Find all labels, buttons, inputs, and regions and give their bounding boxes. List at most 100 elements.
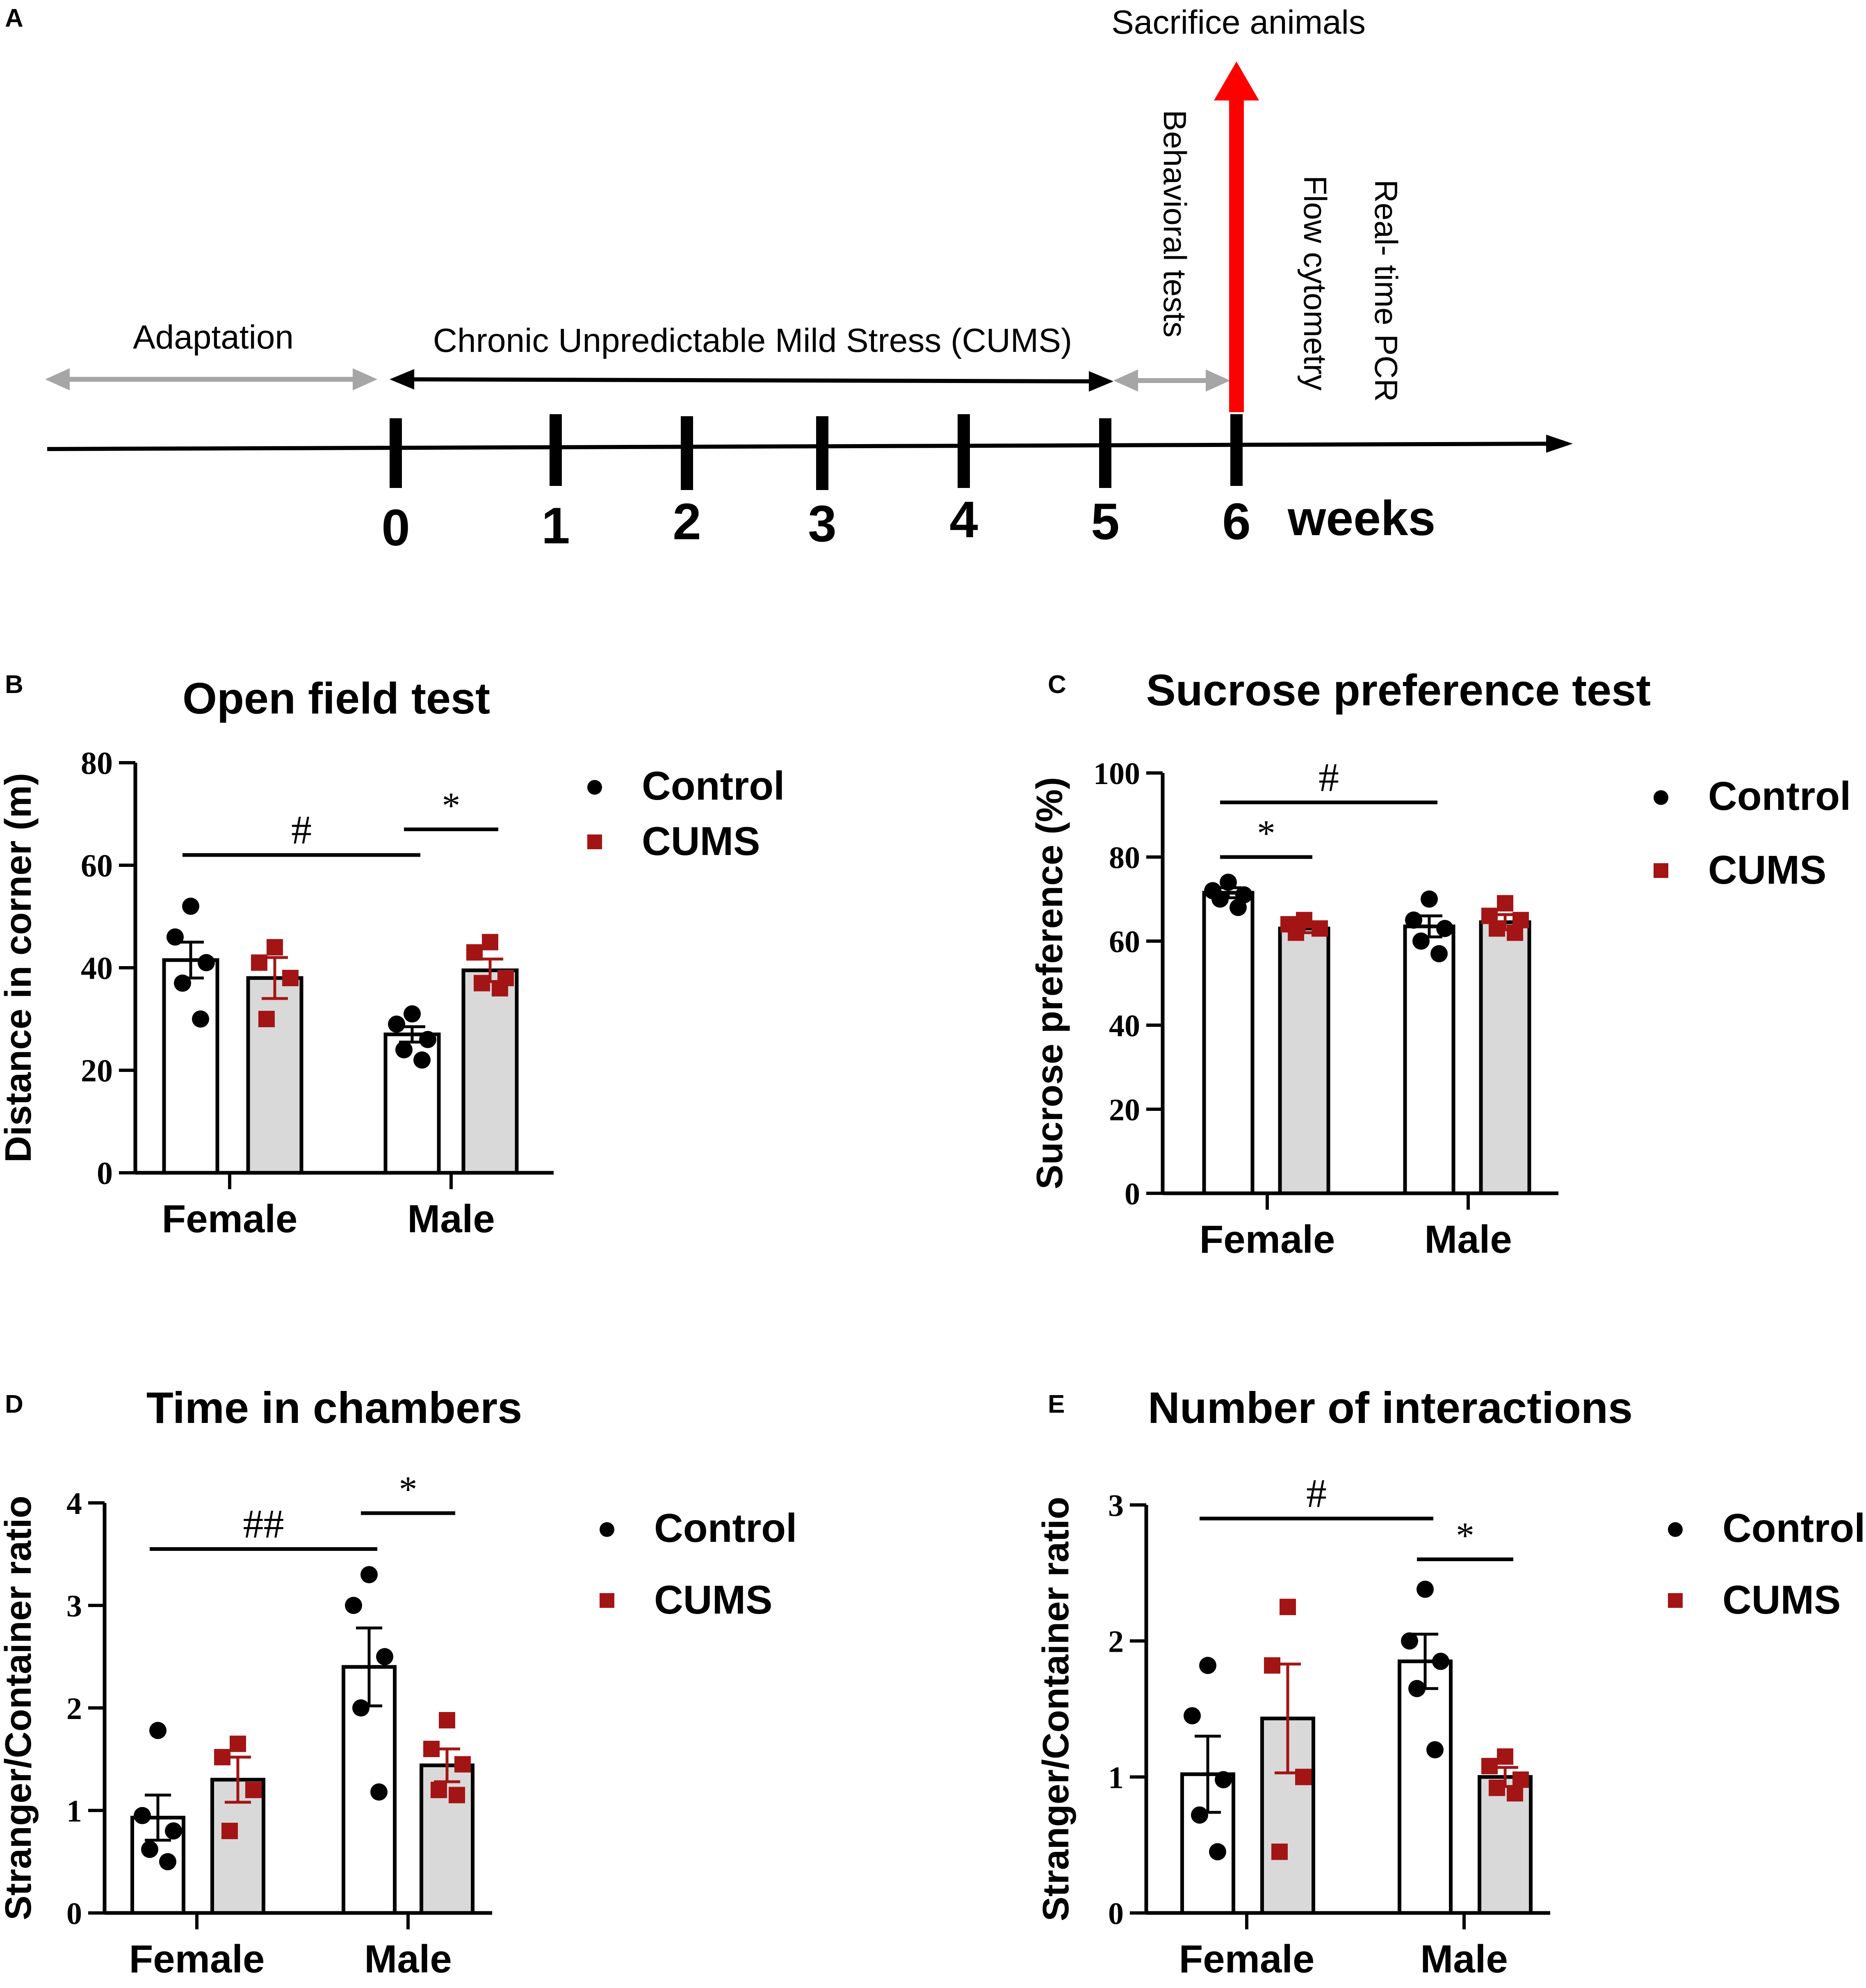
data-point-control — [174, 974, 191, 992]
data-point-control — [1215, 1771, 1232, 1788]
x-tick-label: Female — [1179, 1937, 1315, 1981]
y-tick-label: 0 — [1108, 1897, 1124, 1931]
data-point-control — [141, 1841, 158, 1858]
data-point-control — [370, 1783, 388, 1801]
x-tick-label: Male — [407, 1197, 495, 1241]
cums-period-label: Chronic Unpredictable Mild Stress (CUMS) — [433, 322, 1072, 359]
week-label-4: 4 — [949, 491, 978, 548]
chart-title-e: Number of interactions — [1148, 1383, 1633, 1432]
legend-marker-control — [1668, 1522, 1683, 1537]
week-tick-3 — [816, 416, 828, 490]
panel-a-timeline: A 0 1 2 3 4 5 6 weeks Adaptatio — [5, 4, 1573, 556]
data-point-control — [1432, 1653, 1449, 1670]
significance-label: * — [442, 786, 461, 826]
legend-marker-cums — [1654, 863, 1668, 878]
data-point-cums — [267, 939, 283, 955]
data-point-cums — [221, 1823, 238, 1839]
data-point-control — [413, 1051, 431, 1069]
data-point-cums — [230, 1735, 246, 1752]
week-tick-2 — [681, 416, 693, 490]
data-point-control — [149, 1722, 167, 1739]
weeks-unit-label: weeks — [1287, 491, 1435, 546]
week-label-3: 3 — [808, 495, 837, 552]
significance-label: * — [399, 1469, 417, 1510]
flow-cytometry-label: Flow cytometry — [1297, 176, 1333, 390]
data-point-control — [1401, 1632, 1418, 1650]
y-tick-label: 60 — [1109, 925, 1140, 959]
y-tick-label: 2 — [1108, 1625, 1124, 1659]
data-point-control — [1230, 899, 1247, 916]
data-point-control — [1220, 873, 1237, 891]
data-point-control — [1421, 890, 1438, 908]
panel-letter-b: B — [5, 670, 23, 699]
data-point-control — [1211, 890, 1229, 908]
data-point-control — [376, 1648, 393, 1665]
data-point-cums — [1507, 1785, 1523, 1802]
panel-letter-a: A — [5, 4, 23, 32]
panel-letter-e: E — [1048, 1390, 1065, 1418]
plot-d: 0 1 2 3 4 Female Male Stranger/Container ratio #… — [0, 1469, 797, 1981]
data-point-cums — [1271, 1843, 1288, 1860]
data-point-control — [388, 1015, 405, 1033]
data-point-control — [345, 1597, 362, 1614]
bar-female-control — [162, 958, 219, 1175]
data-point-control — [182, 898, 199, 915]
y-tick-label: 80 — [81, 745, 113, 781]
data-point-cums — [466, 944, 483, 961]
data-point-cums — [214, 1749, 230, 1765]
y-tick-label: 40 — [1109, 1009, 1140, 1043]
week-tick-4 — [958, 414, 970, 488]
y-tick-label: 3 — [66, 1589, 82, 1623]
x-tick-label: Male — [364, 1937, 452, 1981]
y-tick-label: 20 — [81, 1053, 113, 1088]
sacrifice-arrow — [1214, 62, 1259, 412]
data-point-control — [134, 1807, 151, 1824]
y-tick-label: 1 — [1108, 1760, 1124, 1795]
legend-marker-control — [1654, 790, 1668, 805]
legend-label-control: Control — [642, 763, 785, 808]
data-point-cums — [454, 1756, 471, 1773]
data-point-cums — [1481, 1758, 1498, 1774]
data-point-control — [1199, 1657, 1216, 1674]
legend-label-cums: CUMS — [1708, 847, 1827, 892]
bar-female-control — [1202, 891, 1255, 1195]
y-tick-label: 40 — [81, 950, 113, 986]
legend-label-cums: CUMS — [654, 1577, 773, 1622]
data-point-cums — [423, 1741, 440, 1757]
adaptation-label: Adaptation — [133, 319, 294, 356]
panel-e-number-of-interactions: E Number of interactions 0 1 2 3 Female Male S… — [1036, 1383, 1865, 1981]
y-axis-label: Sucrose preference (%) — [1029, 777, 1070, 1189]
data-point-control — [1209, 1843, 1226, 1860]
data-point-control — [352, 1699, 370, 1717]
data-point-control — [404, 1005, 421, 1023]
significance-label: # — [1306, 1470, 1327, 1516]
data-point-control — [1405, 911, 1422, 929]
significance-label: ## — [243, 1501, 284, 1547]
x-tick-label: Male — [1420, 1937, 1508, 1981]
behavioral-arrow — [1113, 369, 1230, 392]
y-tick-label: 2 — [66, 1692, 82, 1726]
timeline-axis-arrowhead — [1546, 435, 1573, 453]
panel-d-time-in-chambers: D Time in chambers 0 1 2 3 4 Female Male Strang… — [0, 1383, 797, 1981]
data-point-control — [159, 1853, 176, 1870]
bar-male-control — [1398, 1659, 1453, 1915]
week-tick-marks — [390, 414, 1243, 490]
x-tick-label: Female — [162, 1197, 298, 1241]
data-point-cums — [1507, 924, 1523, 941]
data-point-control — [1184, 1707, 1201, 1725]
data-point-control — [192, 1010, 209, 1028]
data-point-control — [1412, 932, 1430, 950]
bar-male-control — [1403, 924, 1455, 1195]
cums-arrow — [390, 369, 1113, 392]
week-tick-labels: 0 1 2 3 4 5 6 — [381, 491, 1251, 556]
data-point-control — [360, 1566, 378, 1583]
y-axis-label: Distance in corner (m) — [0, 773, 39, 1163]
data-point-cums — [251, 954, 267, 971]
bar-male-cums — [461, 968, 519, 1175]
week-label-5: 5 — [1091, 493, 1120, 550]
data-point-cums — [1264, 1657, 1280, 1674]
data-point-control — [1417, 1580, 1434, 1598]
data-point-control — [1436, 920, 1453, 937]
data-point-cums — [449, 1787, 465, 1803]
